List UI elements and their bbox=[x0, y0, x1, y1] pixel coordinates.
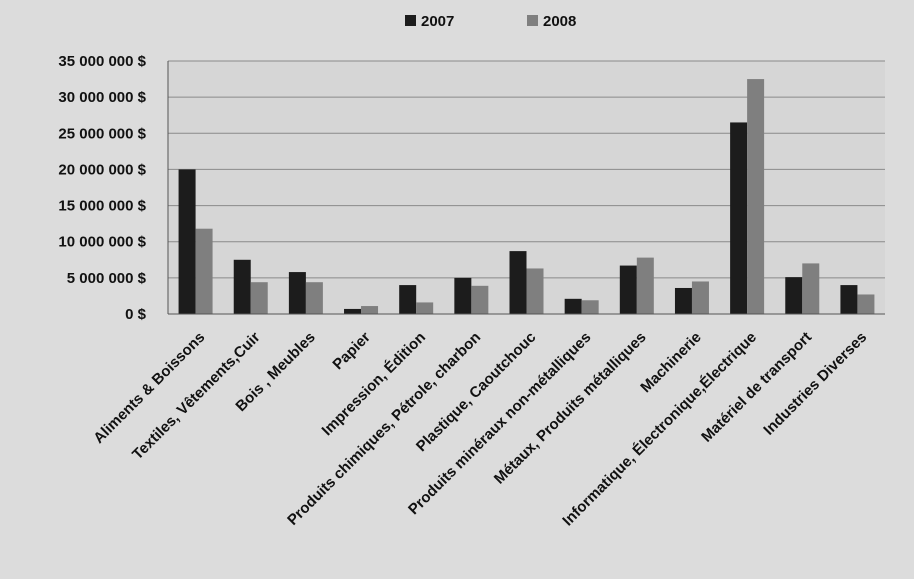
bar-2008-1 bbox=[250, 282, 268, 314]
bar-2008-12 bbox=[857, 294, 875, 314]
x-category-label: Informatique, Électronique,Électrique bbox=[559, 329, 760, 530]
bar-2007-6 bbox=[509, 251, 527, 314]
bar-2007-9 bbox=[674, 287, 692, 314]
x-category-label: Aliments & Boissons bbox=[90, 329, 208, 447]
y-tick-label: 10 000 000 $ bbox=[58, 234, 146, 251]
y-tick-label: 5 000 000 $ bbox=[67, 270, 147, 287]
x-category-label: Papier bbox=[329, 329, 374, 374]
bar-2008-8 bbox=[636, 257, 654, 314]
bar-2007-3 bbox=[344, 308, 362, 314]
legend-swatch-2007 bbox=[405, 15, 416, 26]
x-category-label: Produits chimiques, Pétrole, charbon bbox=[284, 329, 484, 529]
bar-2008-11 bbox=[802, 263, 820, 314]
bar-2008-5 bbox=[471, 285, 489, 314]
x-category-label: Industries Diverses bbox=[760, 329, 870, 439]
y-tick-label: 30 000 000 $ bbox=[58, 89, 146, 106]
bar-2007-5 bbox=[454, 277, 472, 314]
bar-2007-11 bbox=[785, 277, 803, 314]
bar-2008-10 bbox=[747, 79, 765, 314]
y-tick-label: 20 000 000 $ bbox=[58, 161, 146, 178]
bar-2007-12 bbox=[840, 285, 858, 314]
y-tick-label: 0 $ bbox=[125, 306, 147, 323]
bar-2007-4 bbox=[399, 285, 417, 314]
bar-2008-2 bbox=[305, 282, 323, 314]
x-category-label: Impression, Édition bbox=[319, 329, 429, 439]
bar-2008-3 bbox=[361, 306, 379, 314]
bar-2007-0 bbox=[178, 169, 196, 314]
legend-swatch-2008 bbox=[527, 15, 538, 26]
bar-2008-6 bbox=[526, 268, 544, 314]
bar-2007-7 bbox=[564, 298, 582, 314]
y-tick-label: 35 000 000 $ bbox=[58, 53, 146, 70]
bar-2008-4 bbox=[416, 302, 434, 314]
y-tick-label: 15 000 000 $ bbox=[58, 198, 146, 215]
bar-2008-0 bbox=[195, 228, 213, 314]
bar-2008-9 bbox=[691, 281, 709, 314]
y-tick-label: 25 000 000 $ bbox=[58, 125, 146, 142]
legend-label-2008: 2008 bbox=[543, 13, 576, 30]
bar-2007-2 bbox=[288, 272, 306, 314]
bar-2008-7 bbox=[581, 300, 599, 314]
bar-2007-1 bbox=[233, 259, 251, 314]
x-category-label: Matériel de transport bbox=[698, 329, 815, 446]
bar-2007-10 bbox=[730, 122, 748, 314]
legend-label-2007: 2007 bbox=[421, 13, 454, 30]
bar-2007-8 bbox=[619, 265, 637, 314]
